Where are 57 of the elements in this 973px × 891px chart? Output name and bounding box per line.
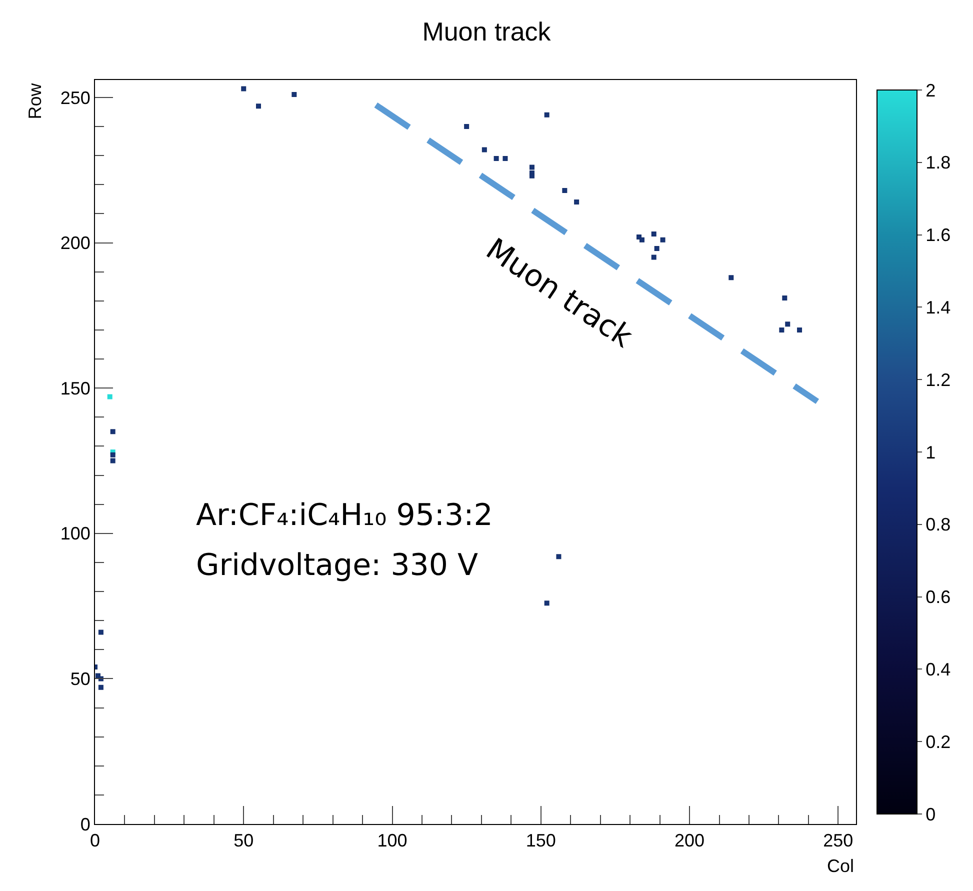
y-tick-label: 200 (60, 233, 90, 254)
point (544, 600, 550, 606)
x-tick-label: 150 (526, 830, 556, 851)
point (639, 237, 644, 242)
color-bar-label: 1.4 (926, 298, 951, 318)
color-bar-label: 0.6 (926, 587, 951, 608)
point (574, 200, 580, 205)
color-bar-label: 0.4 (926, 660, 951, 680)
color-bar-label: 1.6 (926, 225, 951, 246)
point (728, 275, 734, 280)
annotation: Gridvoltage: 330 V (196, 548, 478, 583)
x-axis-title: Col (827, 856, 854, 876)
x-tick-label: 100 (377, 830, 408, 851)
point (494, 156, 499, 161)
point (464, 124, 470, 129)
point (256, 104, 261, 109)
point (241, 86, 246, 92)
y-tick-label: 100 (60, 524, 90, 544)
point (502, 156, 508, 161)
color-bar-label: 0.8 (926, 514, 951, 535)
annotation: Ar:CF₄:iC₄H₁₀ 95:3:2 (196, 498, 493, 533)
point (785, 322, 790, 327)
point (482, 147, 487, 152)
y-tick-label: 0 (80, 814, 90, 834)
color-bar-label: 1.8 (926, 152, 951, 173)
point (782, 295, 788, 300)
point (107, 394, 112, 400)
point (98, 684, 104, 690)
color-bar-label: 2 (926, 80, 936, 100)
point (651, 232, 656, 237)
color-bar-label: 0 (926, 804, 936, 824)
x-tick-label: 50 (234, 830, 254, 851)
x-tick-label: 200 (674, 830, 705, 851)
point (110, 458, 116, 464)
chart-title: Muon track (422, 16, 552, 46)
point (660, 237, 666, 242)
x-tick-label: 250 (823, 830, 854, 851)
point (110, 429, 116, 434)
point (544, 112, 550, 118)
y-tick-label: 150 (60, 378, 90, 398)
point (98, 630, 104, 635)
point (292, 92, 297, 98)
point (654, 246, 660, 252)
point (651, 254, 656, 260)
y-tick-label: 250 (60, 88, 90, 108)
point (797, 327, 802, 332)
point (110, 452, 116, 458)
y-axis-title: Row (25, 82, 46, 120)
point (779, 327, 784, 332)
color-bar-label: 1.2 (926, 370, 951, 390)
color-bar-label: 1 (926, 442, 936, 462)
point (556, 554, 562, 560)
color-bar-label: 0.2 (926, 732, 951, 752)
point (562, 188, 568, 193)
point (529, 164, 534, 170)
point (529, 173, 534, 178)
y-tick-label: 50 (70, 668, 90, 689)
